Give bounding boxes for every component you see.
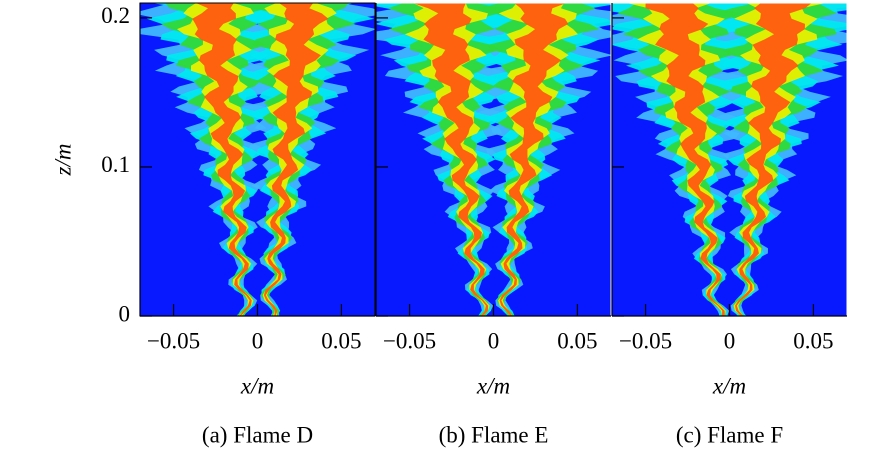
- flame-region: [626, 3, 726, 316]
- x-axis-label: x/m: [476, 373, 510, 398]
- x-tick-label: 0.05: [557, 328, 597, 353]
- x-axis-label: x/m: [240, 373, 274, 398]
- x-tick-label: −0.05: [147, 328, 200, 353]
- flame-region: [612, 3, 757, 316]
- flame-region: [412, 3, 489, 316]
- flame-region: [645, 3, 725, 316]
- x-tick-label: −0.05: [619, 328, 672, 353]
- plot-area: [612, 3, 847, 316]
- panel-title: (c) Flame F: [676, 422, 783, 447]
- y-axis-label: z/m: [50, 144, 75, 177]
- panel-title: (b) Flame E: [439, 422, 549, 447]
- x-tick-label: 0: [724, 328, 736, 353]
- x-tick-label: 0: [488, 328, 500, 353]
- y-tick-label: 0.1: [101, 152, 130, 177]
- flame-region: [243, 3, 356, 316]
- x-tick-label: 0.05: [321, 328, 361, 353]
- y-tick-label: 0: [119, 301, 131, 326]
- flame-region: [161, 3, 269, 316]
- x-tick-label: −0.05: [383, 328, 436, 353]
- x-axis-label: x/m: [712, 373, 746, 398]
- x-tick-label: 0.05: [793, 328, 833, 353]
- x-tick-label: 0: [252, 328, 264, 353]
- flame-region: [477, 3, 600, 316]
- plot-area: [140, 3, 375, 316]
- y-tick-label: 0.2: [101, 3, 130, 28]
- flame-region: [263, 3, 329, 316]
- flame-region: [192, 3, 252, 316]
- panel-title: (a) Flame D: [202, 422, 313, 447]
- flame-region: [499, 3, 569, 316]
- flame-region: [697, 3, 847, 316]
- flame-region: [735, 3, 812, 316]
- plot-area: [376, 3, 611, 316]
